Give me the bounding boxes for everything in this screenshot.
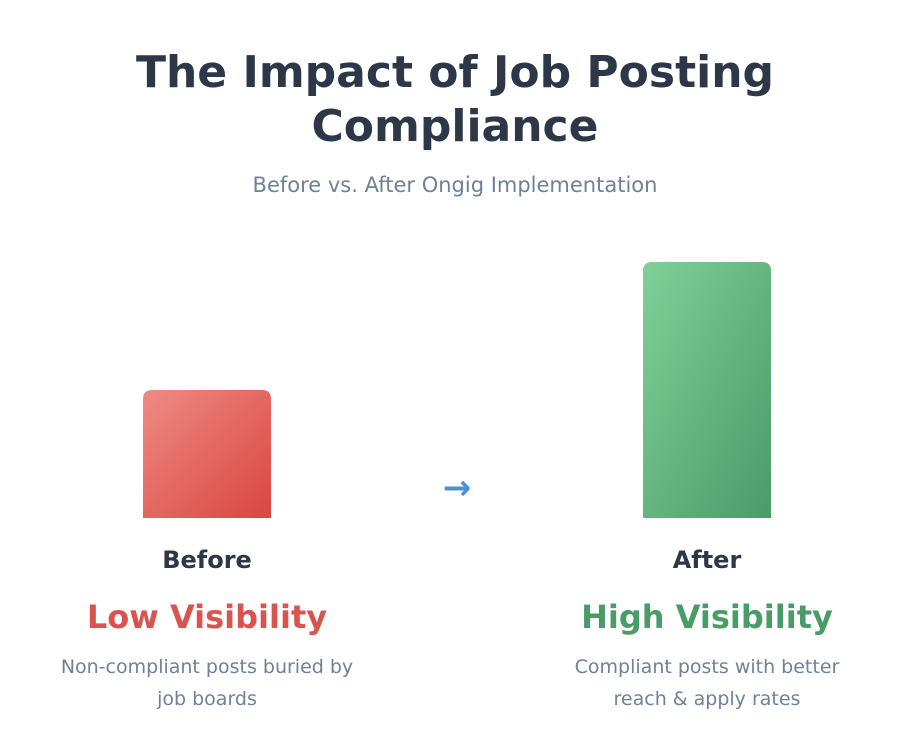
bar-before xyxy=(143,390,271,518)
chart-subtitle: Before vs. After Ongig Implementation xyxy=(252,173,658,197)
status-label-after: High Visibility xyxy=(581,598,833,636)
category-label-before: Before xyxy=(162,546,252,574)
after-column: After High Visibility Compliant posts wi… xyxy=(537,545,877,715)
description-after: Compliant posts with better reach & appl… xyxy=(574,656,840,710)
bars-layer xyxy=(143,262,771,518)
description-before: Non-compliant posts buried by job boards xyxy=(60,656,354,710)
chart-title: The Impact of Job Posting Compliance xyxy=(135,47,775,152)
status-label-before: Low Visibility xyxy=(86,598,328,636)
bar-after xyxy=(643,262,771,518)
category-label-after: After xyxy=(672,546,742,574)
before-column: Before Low Visibility Non-compliant post… xyxy=(37,545,377,715)
arrow-icon: → xyxy=(443,468,472,508)
